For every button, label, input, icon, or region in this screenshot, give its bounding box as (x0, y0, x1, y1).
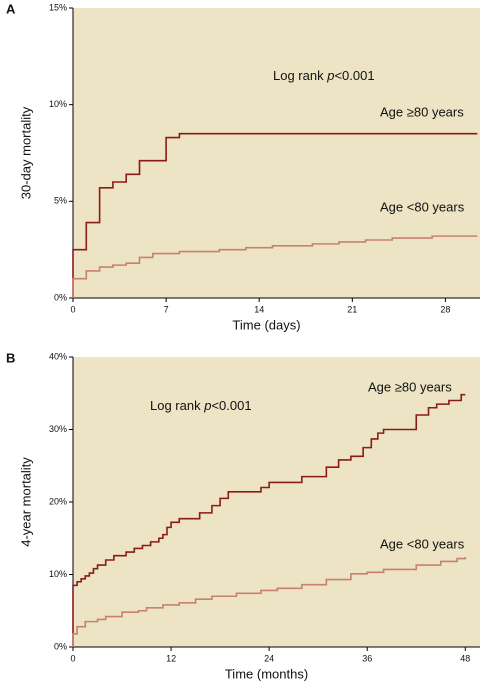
y-tick-label: 10% (49, 569, 67, 579)
annotation-text: <0.001 (334, 68, 374, 83)
y-tick-label: 40% (49, 351, 67, 361)
series-label: Age <80 years (380, 536, 465, 551)
panel-label: B (6, 350, 15, 365)
plot-background (73, 8, 480, 298)
survival-line (72, 235, 478, 298)
panel-label: A (6, 1, 16, 16)
x-tick-label: 12 (166, 653, 176, 663)
y-tick-label: 20% (49, 496, 67, 506)
y-tick-label: 5% (54, 196, 67, 206)
y-tick-label: 0% (54, 641, 67, 651)
x-tick-label: 24 (264, 653, 274, 663)
x-tick-label: 21 (347, 304, 357, 314)
series-label: Age ≥80 years (380, 104, 464, 119)
x-tick-label: 14 (254, 304, 264, 314)
x-axis-label: Time (days) (232, 317, 300, 332)
x-axis-label: Time (months) (225, 666, 308, 681)
plot-background (73, 357, 480, 647)
x-tick-label: 0 (70, 304, 75, 314)
annotation-italic: p (326, 68, 334, 83)
annotation-text: Log rank (273, 68, 327, 83)
annotation-text: <0.001 (211, 398, 251, 413)
survival-line (72, 393, 466, 647)
y-axis-label: 4-year mortality (18, 457, 33, 547)
annotation: Log rank p<0.001 (150, 398, 252, 413)
series-label: Age ≥80 years (368, 379, 452, 394)
x-tick-label: 0 (70, 653, 75, 663)
annotation-text: Log rank (150, 398, 204, 413)
x-tick-label: 7 (164, 304, 169, 314)
survival-line (72, 557, 467, 647)
survival-line (72, 132, 478, 298)
x-tick-label: 36 (362, 653, 372, 663)
y-tick-label: 15% (49, 2, 67, 12)
x-tick-label: 48 (460, 653, 470, 663)
y-tick-label: 30% (49, 424, 67, 434)
y-tick-label: 10% (49, 99, 67, 109)
annotation-italic: p (203, 398, 211, 413)
y-axis-label: 30-day mortality (18, 106, 33, 199)
y-tick-label: 0% (54, 292, 67, 302)
annotation: Log rank p<0.001 (273, 68, 375, 83)
series-label: Age <80 years (380, 199, 465, 214)
x-tick-label: 28 (440, 304, 450, 314)
